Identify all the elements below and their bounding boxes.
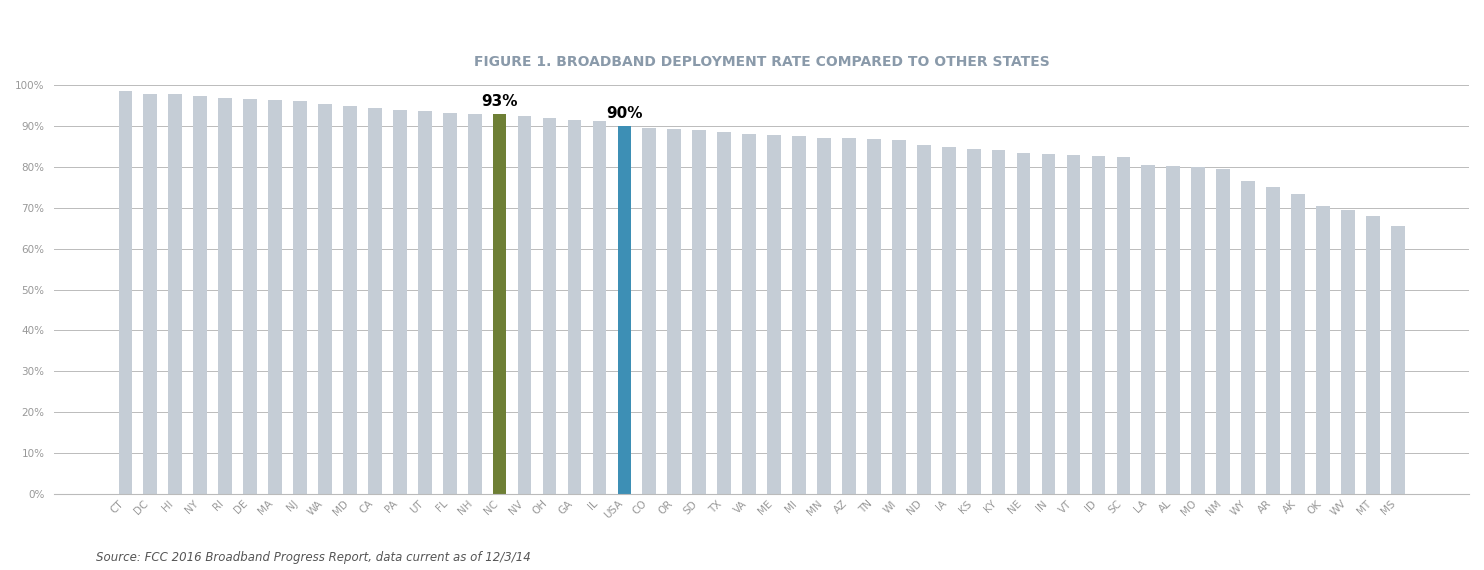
Bar [493,114,506,494]
Bar [1291,194,1304,494]
Bar [393,110,407,494]
Bar [1217,169,1230,494]
Bar [218,97,232,494]
Bar [643,128,656,494]
Bar [1266,188,1279,494]
Bar [1092,156,1106,494]
Bar [343,106,356,494]
Bar [1316,206,1330,494]
Bar [567,120,582,494]
Bar [693,131,706,494]
Bar [1017,153,1030,494]
Bar [1141,165,1155,494]
Bar [867,139,880,494]
Bar [368,108,381,494]
Bar [942,146,956,494]
Bar [592,121,607,494]
Bar [1391,226,1405,494]
Bar [1365,216,1380,494]
Bar [1042,154,1055,494]
Bar [243,99,257,494]
Bar [792,136,806,494]
Bar [841,139,856,494]
Bar [742,135,755,494]
Bar [767,135,781,494]
Bar [617,126,631,494]
Bar [1342,210,1355,494]
Text: 90%: 90% [605,106,643,121]
Bar [119,91,132,494]
Text: Source: FCC 2016 Broadband Progress Report, data current as of 12/3/14: Source: FCC 2016 Broadband Progress Repo… [96,551,531,564]
Bar [668,129,681,494]
Bar [318,104,332,494]
Bar [892,140,905,494]
Bar [294,101,307,494]
Bar [442,113,457,494]
Text: 93%: 93% [481,94,518,109]
Title: FIGURE 1. BROADBAND DEPLOYMENT RATE COMPARED TO OTHER STATES: FIGURE 1. BROADBAND DEPLOYMENT RATE COMP… [473,55,1049,69]
Bar [269,100,282,494]
Bar [991,150,1006,494]
Bar [1241,181,1255,494]
Bar [917,145,930,494]
Bar [144,94,157,494]
Bar [966,149,981,494]
Bar [1192,167,1205,494]
Bar [1067,155,1080,494]
Bar [717,132,732,494]
Bar [418,112,432,494]
Bar [518,116,531,494]
Bar [193,96,208,494]
Bar [1166,166,1180,494]
Bar [543,118,556,494]
Bar [1116,157,1131,494]
Bar [467,114,481,494]
Bar [818,137,831,494]
Bar [168,94,183,494]
